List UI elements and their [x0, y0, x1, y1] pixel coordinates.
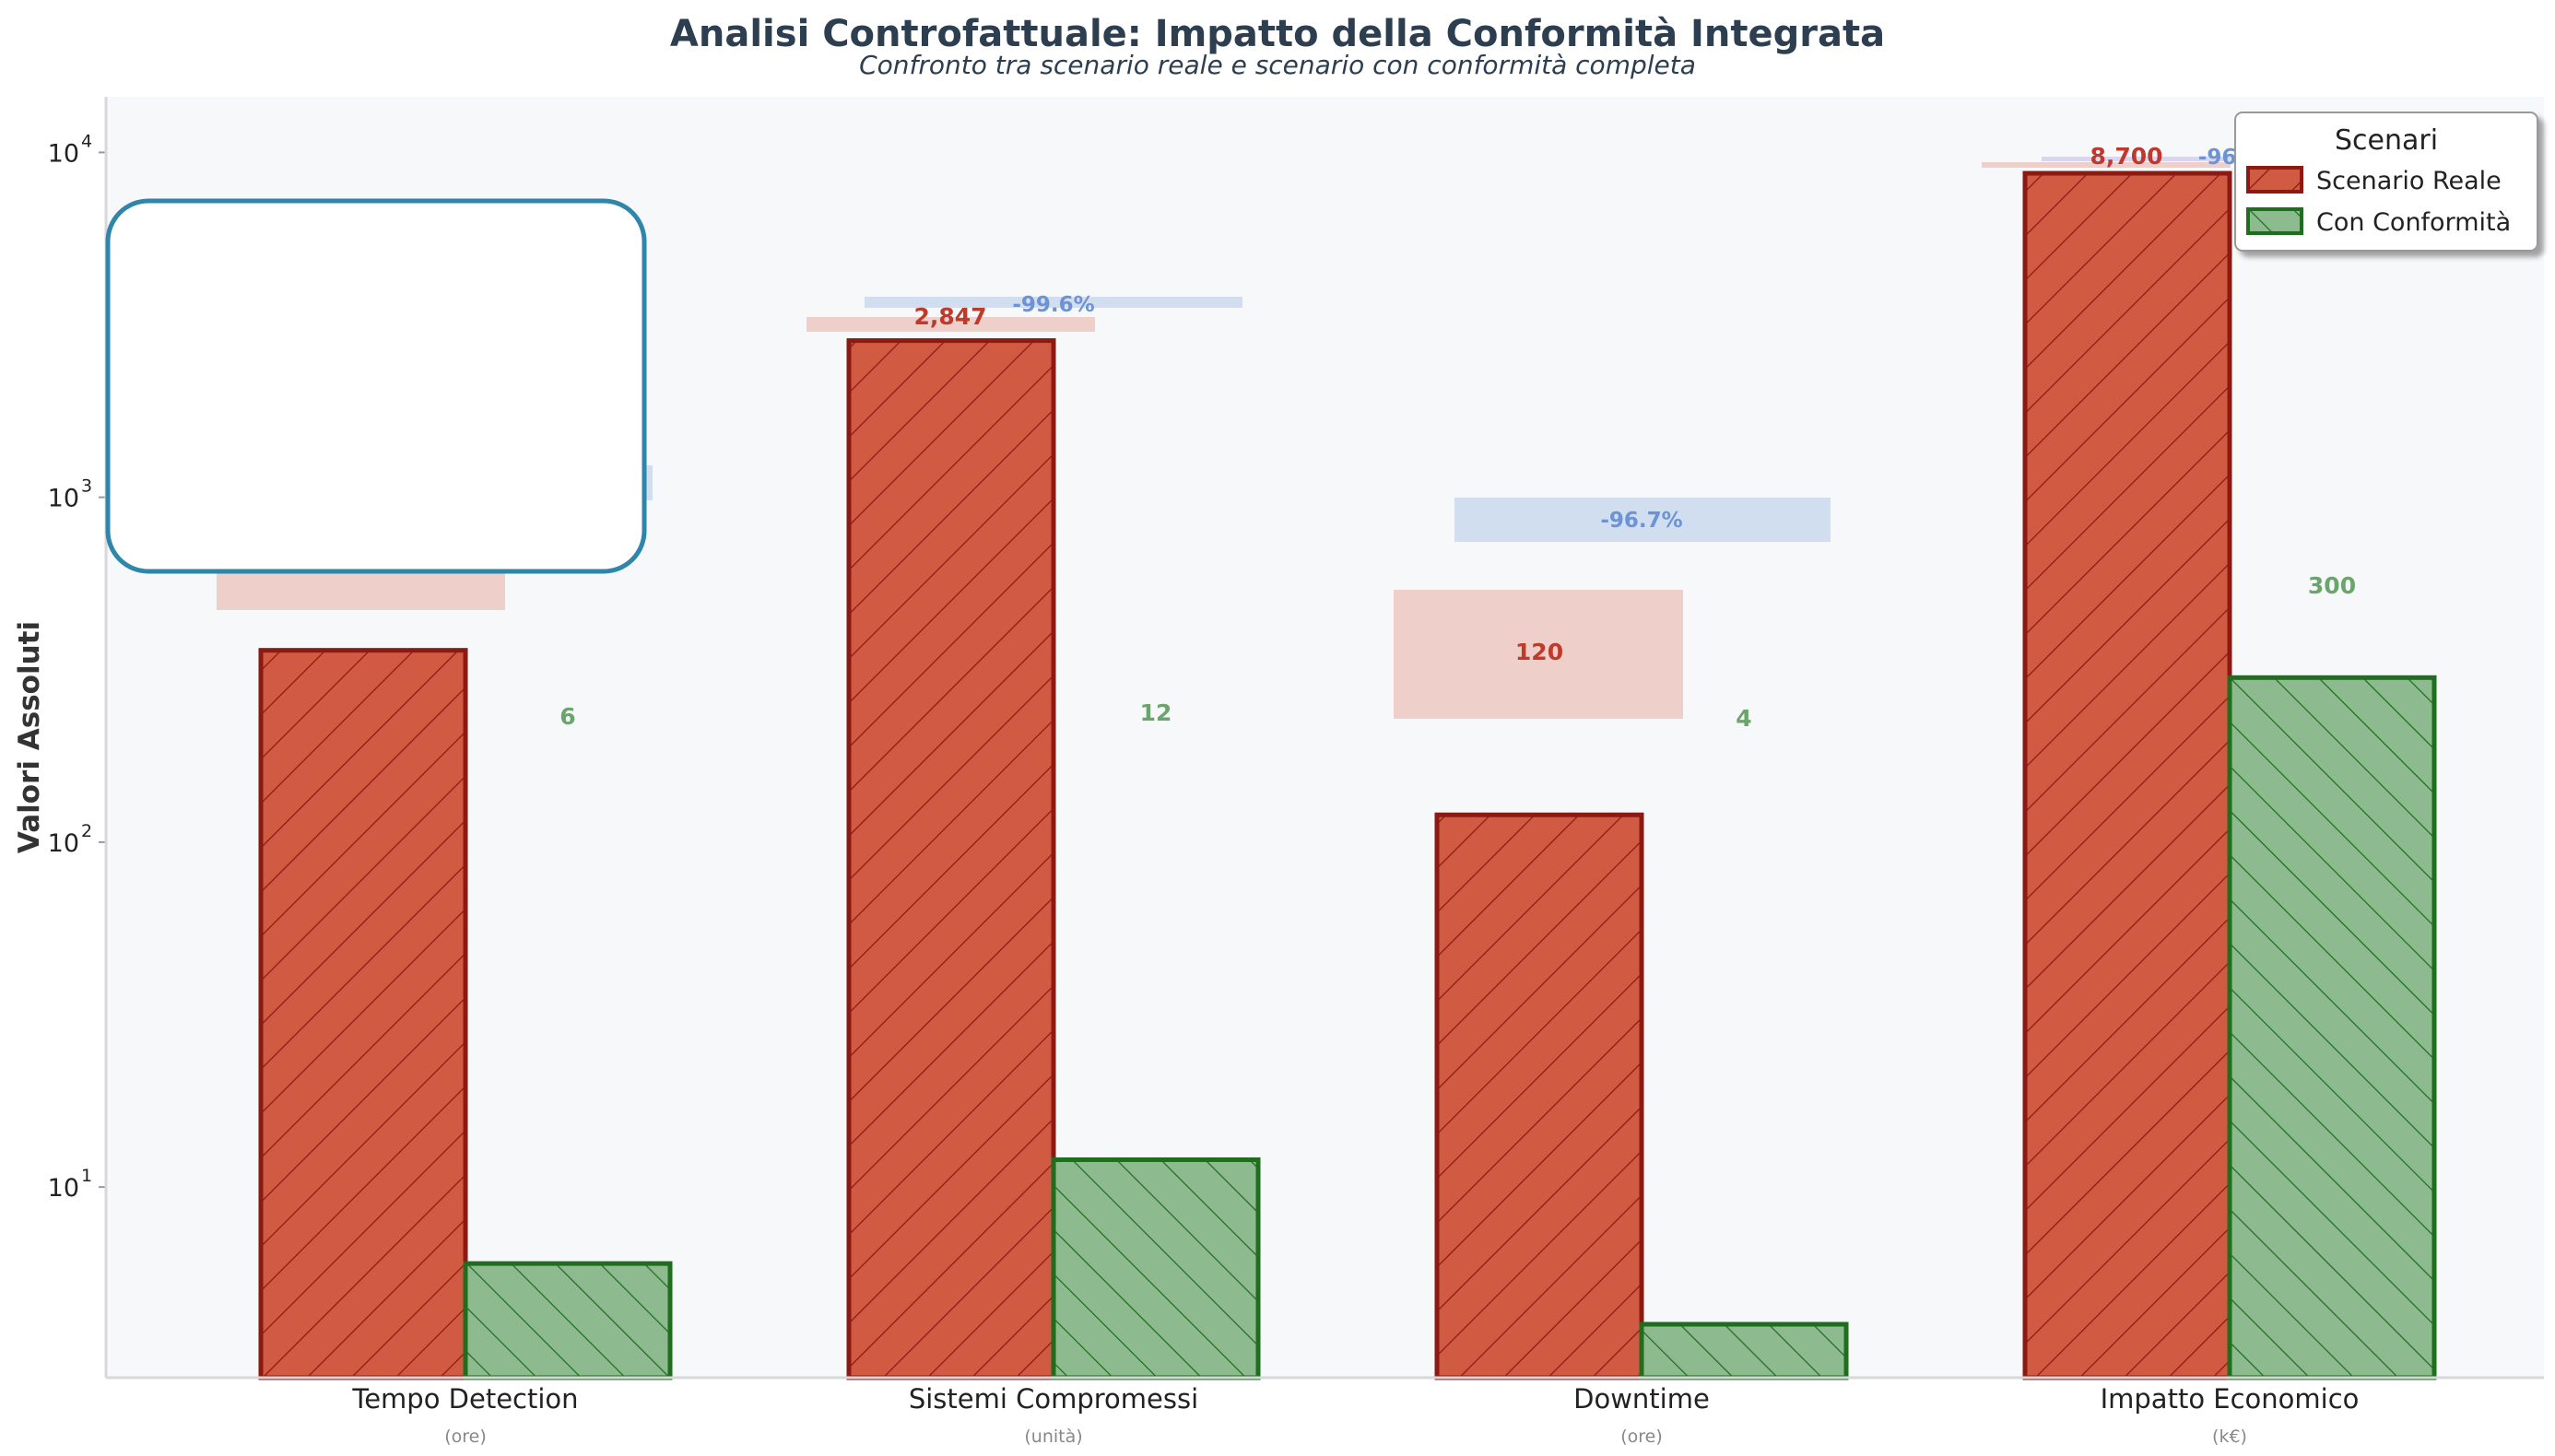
- annotation-box: [105, 198, 647, 574]
- bar-con-conformita: [1639, 1321, 1849, 1380]
- chart-title: Analisi Controfattuale: Impatto della Co…: [670, 13, 1885, 55]
- y-tick-label: 10: [48, 139, 79, 168]
- bar-scenario-reale: [846, 338, 1056, 1380]
- value-label-reale: 120: [1515, 639, 1563, 665]
- y-tick-exponent: 3: [81, 476, 92, 497]
- reduction-label: -99.6%: [1012, 293, 1094, 317]
- value-label-conformita: 300: [2308, 572, 2356, 599]
- x-tick-unit: (k€): [2212, 1427, 2247, 1447]
- value-label-conformita: 6: [559, 703, 575, 730]
- reduction-highlight: [1394, 590, 1683, 719]
- y-tick-exponent: 1: [81, 1166, 92, 1186]
- reduction-highlight: [807, 317, 1095, 332]
- legend-label-conformita: Con Conformità: [2316, 208, 2511, 237]
- x-tick-unit: (ore): [444, 1427, 487, 1447]
- x-tick-unit: (unità): [1024, 1427, 1082, 1447]
- legend-label-reale: Scenario Reale: [2316, 167, 2502, 195]
- value-label-reale: 2,847: [913, 303, 986, 330]
- legend-swatch-conformita: [2246, 207, 2303, 235]
- reduction-highlight: [1982, 162, 2231, 168]
- reduction-highlight: [865, 297, 1242, 308]
- x-tick-label: Tempo Detection: [351, 1383, 578, 1415]
- y-tick-exponent: 4: [81, 131, 92, 151]
- y-tick-label: 10: [48, 1174, 79, 1203]
- bar-con-conformita: [1051, 1157, 1261, 1380]
- reduction-label: -96.7%: [1600, 509, 1682, 533]
- legend: Scenari Scenario Reale Con Conformità: [2234, 112, 2538, 252]
- y-tick-exponent: 2: [81, 821, 92, 841]
- bar-con-conformita: [2227, 675, 2437, 1380]
- bar-scenario-reale: [2022, 170, 2232, 1380]
- bar-con-conformita: [463, 1261, 673, 1380]
- reduction-highlight: [2042, 157, 2231, 161]
- reduction-highlight: [217, 571, 505, 610]
- y-axis-label: Valori Assoluti: [13, 621, 46, 853]
- bar-scenario-reale: [1434, 812, 1644, 1380]
- reduction-highlight: [1454, 498, 1831, 542]
- y-tick-label: 10: [48, 485, 79, 513]
- value-label-conformita: 12: [1140, 699, 1172, 726]
- legend-swatch-reale: [2246, 166, 2303, 194]
- x-tick-unit: (ore): [1620, 1427, 1663, 1447]
- x-tick-label: Downtime: [1573, 1383, 1710, 1415]
- y-tick-label: 10: [48, 829, 79, 858]
- x-tick-label: Impatto Economico: [2101, 1383, 2360, 1415]
- chart-subtitle: Confronto tra scenario reale e scenario …: [859, 50, 1696, 80]
- value-label-reale: 8,700: [2090, 143, 2162, 170]
- legend-frame: [2234, 112, 2538, 252]
- value-label-conformita: 4: [1736, 705, 1751, 732]
- x-tick-label: Sistemi Compromessi: [909, 1383, 1198, 1415]
- bar-scenario-reale: [258, 648, 468, 1380]
- legend-title: Scenari: [2335, 124, 2438, 157]
